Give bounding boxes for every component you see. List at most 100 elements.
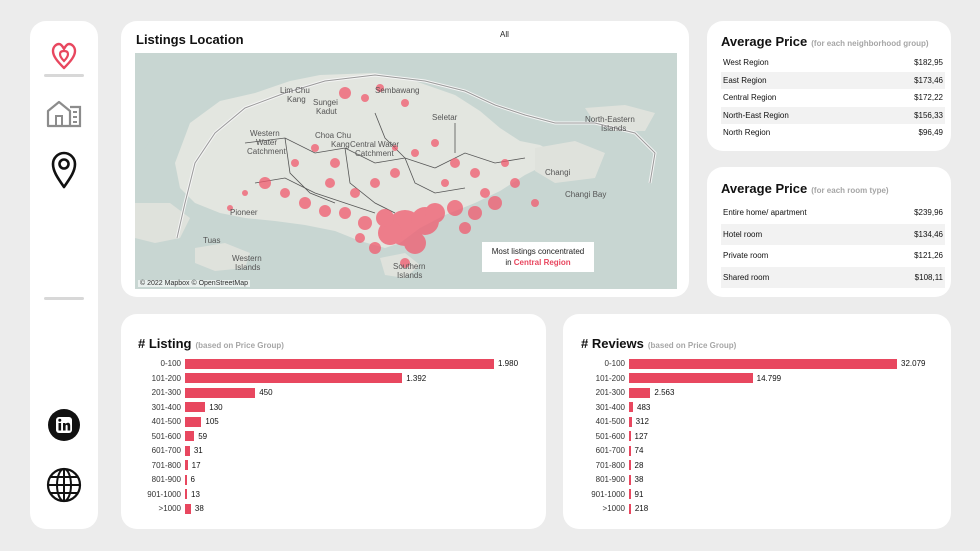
- listing-bar[interactable]: [185, 373, 403, 383]
- linkedin-icon[interactable]: [46, 407, 82, 443]
- row-value: $239,96: [914, 208, 943, 217]
- svg-text:Catchment: Catchment: [247, 147, 286, 156]
- reviews-bar[interactable]: [629, 402, 634, 412]
- avg-price-neighborhood-subtitle: (for each neighborhood group): [811, 39, 929, 48]
- listing-bar[interactable]: [185, 503, 191, 514]
- reviews-chart-title-text: # Reviews: [581, 336, 644, 351]
- avg-price-room-type-subtitle: (for each room type): [811, 186, 889, 195]
- reviews-category-label: 501-600: [595, 431, 625, 441]
- reviews-bar[interactable]: [629, 431, 631, 441]
- listing-bar[interactable]: [185, 358, 494, 369]
- listing-category-label: >1000: [158, 504, 181, 513]
- reviews-bar[interactable]: [629, 489, 631, 499]
- reviews-value-label: 14.799: [756, 373, 782, 383]
- svg-text:Kang: Kang: [287, 95, 306, 104]
- map-place-labels: Lim Chu Kang Sungei Kadut Choa Chu Kang …: [203, 86, 635, 280]
- listing-value-label: 38: [194, 504, 204, 513]
- border-line-inner: [176, 74, 656, 239]
- listing-value-label: 13: [191, 489, 200, 499]
- svg-text:Catchment: Catchment: [355, 149, 394, 158]
- map-note-line2: in Central Region: [482, 257, 594, 268]
- listing-bar[interactable]: [185, 489, 188, 499]
- reviews-bar[interactable]: [629, 460, 631, 470]
- reviews-chart-subtitle: (based on Price Group): [647, 341, 737, 350]
- avg-price-room-type-title-text: Average Price: [721, 181, 808, 196]
- table-row: Shared room $108,11: [721, 266, 945, 288]
- reviews-chart-card: # Reviews (based on Price Group) 0-100 32.…: [563, 314, 951, 529]
- listing-category-label: 901-1000: [147, 489, 181, 499]
- changi-land: [535, 141, 605, 183]
- reviews-value-label: 127: [634, 431, 648, 441]
- listing-category-label: 101-200: [151, 373, 181, 383]
- reviews-category-label: 701-800: [595, 460, 625, 470]
- label-central-water-catchment: Central Water: [350, 140, 399, 149]
- reviews-bar[interactable]: [629, 503, 631, 514]
- avg-price-room-type-title: Average Price (for each room type): [721, 181, 889, 196]
- reviews-value-label: 28: [634, 460, 644, 470]
- reviews-value-label: 483: [637, 402, 651, 412]
- reviews-category-label: 0-100: [604, 359, 625, 368]
- row-label: Shared room: [723, 272, 770, 282]
- listing-value-label: 1.392: [406, 373, 427, 383]
- reviews-category-label: 201-300: [595, 388, 625, 397]
- map-svg: Lim Chu Kang Sungei Kadut Choa Chu Kang …: [135, 53, 677, 280]
- listing-category-label: 0-100: [160, 359, 181, 368]
- location-pin-icon[interactable]: [44, 149, 84, 191]
- listing-category-label: 301-400: [151, 402, 181, 412]
- listing-value-label: 17: [191, 460, 201, 470]
- map-attribution: © 2022 Mapbox © OpenStreetMap: [138, 280, 250, 287]
- listing-value-label: 6: [190, 475, 195, 484]
- reviews-category-label: 901-1000: [591, 489, 625, 499]
- reviews-category-label: 101-200: [595, 373, 625, 383]
- western-islands-land: [195, 243, 250, 271]
- label-pioneer: Pioneer: [230, 208, 258, 217]
- listing-bar[interactable]: [185, 474, 187, 485]
- airbnb-logo-icon[interactable]: [44, 35, 84, 75]
- row-value: $156,33: [914, 110, 943, 120]
- row-label: Entire home/ apartment: [723, 208, 807, 217]
- row-label: Hotel room: [723, 229, 763, 239]
- row-label: Central Region: [723, 93, 777, 102]
- district-lines: [244, 112, 526, 214]
- listing-bar[interactable]: [185, 387, 256, 398]
- reviews-bar[interactable]: [629, 387, 651, 398]
- map-title: Listings Location: [136, 32, 244, 47]
- listing-bar[interactable]: [185, 402, 206, 412]
- row-label: West Region: [723, 58, 769, 67]
- label-lim-chu-kang: Lim Chu: [280, 86, 310, 95]
- reviews-category-label: >1000: [602, 504, 625, 513]
- reviews-value-label: 38: [634, 475, 644, 484]
- home-icon[interactable]: [44, 95, 84, 131]
- southern-islands-land: [380, 253, 420, 278]
- listing-bar[interactable]: [185, 416, 202, 427]
- listing-points: [227, 84, 539, 268]
- label-changi: Changi: [545, 168, 571, 177]
- listing-value-label: 450: [259, 388, 273, 397]
- map-note-highlight: Central Region: [513, 258, 571, 267]
- tuas-land: [135, 203, 190, 243]
- listing-chart-subtitle: (based on Price Group): [195, 341, 284, 350]
- row-value: $96,49: [918, 128, 943, 137]
- map-note-line1: Most listings concentrated: [491, 247, 585, 256]
- singapore-map[interactable]: Lim Chu Kang Sungei Kadut Choa Chu Kang …: [135, 53, 677, 289]
- table-row: North-East Region $156,33: [721, 106, 945, 124]
- listing-bar[interactable]: [185, 460, 188, 470]
- map-filter-dropdown[interactable]: All: [500, 30, 509, 39]
- listing-bar[interactable]: [185, 445, 190, 456]
- globe-icon[interactable]: [45, 466, 83, 504]
- label-choa-chu-kang: Choa Chu: [315, 131, 351, 140]
- avg-price-neighborhood-table: West Region $182,95 East Region $173,46 Ce…: [721, 54, 945, 142]
- reviews-bar[interactable]: [629, 373, 753, 383]
- avg-price-room-type-card: Average Price (for each room type) Entire…: [707, 167, 951, 297]
- reviews-bar[interactable]: [629, 416, 632, 427]
- label-western-islands: Western: [232, 254, 262, 263]
- reviews-bar[interactable]: [629, 474, 631, 485]
- label-seletar: Seletar: [432, 113, 458, 122]
- avg-price-neighborhood-title: Average Price (for each neighborhood grou…: [721, 34, 929, 49]
- reviews-category-label: 601-700: [595, 446, 625, 455]
- reviews-bar[interactable]: [629, 445, 631, 456]
- listing-bar[interactable]: [185, 431, 195, 441]
- map-note-prefix: in: [505, 258, 512, 267]
- reviews-bar[interactable]: [629, 358, 897, 369]
- row-value: $121,26: [914, 251, 943, 260]
